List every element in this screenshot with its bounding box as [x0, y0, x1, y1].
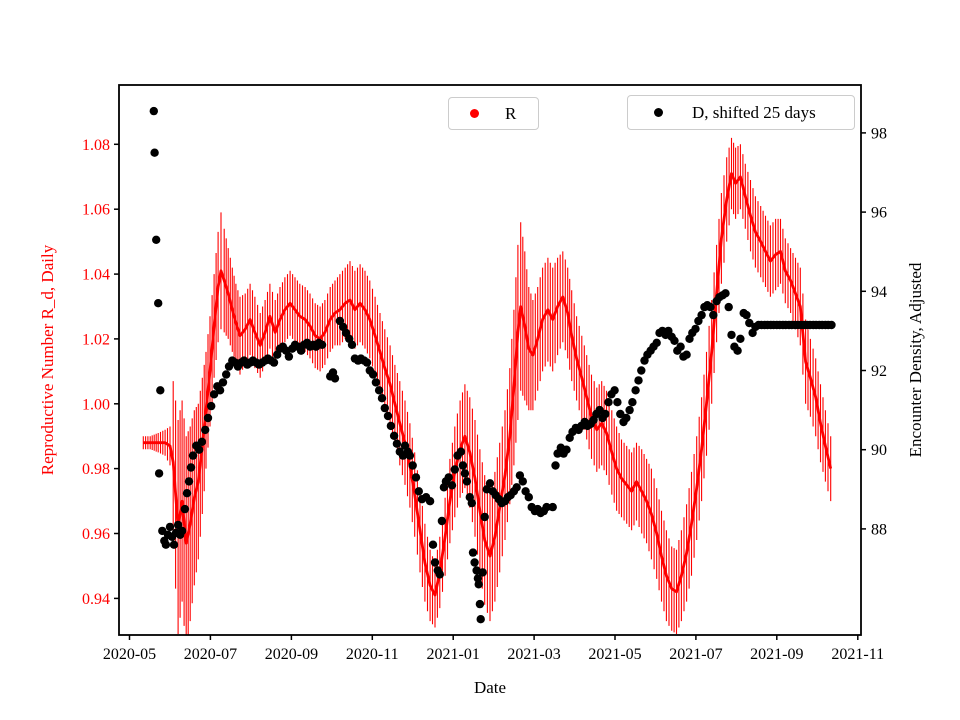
legend-marker-r-icon [470, 109, 479, 118]
y-axis-left: 0.94 0.96 0.98 1.00 1.02 1.04 1.06 1.08 [82, 137, 119, 608]
y-left-tick-label: 1.00 [82, 396, 110, 413]
x-tick-label: 2021-01 [427, 646, 480, 663]
y-axis-label-left: Reproductive Number R_d, Daily [38, 244, 57, 476]
x-axis-label: Date [473, 678, 507, 697]
x-axis: 2020-05 2020-07 2020-09 2020-11 2021-01 2021-… [103, 635, 884, 663]
plot-area [142, 106, 836, 635]
plot-border [118, 84, 862, 636]
x-tick-label: 2021-05 [588, 646, 641, 663]
y-axis-right: 88 90 92 94 96 98 [861, 125, 887, 538]
legend-r: R [448, 97, 539, 130]
series-D-scatter [149, 106, 836, 624]
y-left-tick-label: 0.98 [82, 461, 110, 478]
y-right-tick-label: 98 [871, 125, 887, 142]
legend-marker-d-icon [654, 108, 663, 117]
x-tick-label: 2020-07 [184, 646, 237, 663]
x-tick-label: 2021-07 [669, 646, 722, 663]
y-right-tick-label: 96 [871, 205, 887, 222]
legend-d: D, shifted 25 days [627, 95, 855, 130]
y-left-tick-label: 1.04 [82, 267, 110, 284]
y-left-tick-label: 1.08 [82, 137, 110, 154]
y-left-tick-label: 1.06 [82, 202, 110, 219]
y-right-tick-label: 94 [871, 284, 887, 301]
y-right-tick-label: 92 [871, 363, 887, 380]
y-left-tick-label: 0.94 [82, 591, 110, 608]
x-tick-label: 2021-09 [750, 646, 803, 663]
series-R-errorbars [142, 137, 833, 635]
x-tick-label: 2020-05 [103, 646, 156, 663]
x-tick-label: 2021-11 [831, 646, 884, 663]
legend-label-r: R [505, 103, 517, 123]
y-left-tick-label: 1.02 [82, 331, 110, 348]
y-left-tick-label: 0.96 [82, 526, 110, 543]
x-tick-label: 2020-09 [265, 646, 318, 663]
y-right-tick-label: 88 [871, 521, 887, 538]
x-tick-label: 2020-11 [346, 646, 399, 663]
y-right-tick-label: 90 [871, 442, 887, 459]
x-tick-label: 2021-03 [507, 646, 560, 663]
y-axis-label-right: Encounter Density, Adjusted [906, 262, 925, 458]
legend-label-d: D, shifted 25 days [692, 102, 816, 122]
series-R-line [143, 172, 833, 597]
